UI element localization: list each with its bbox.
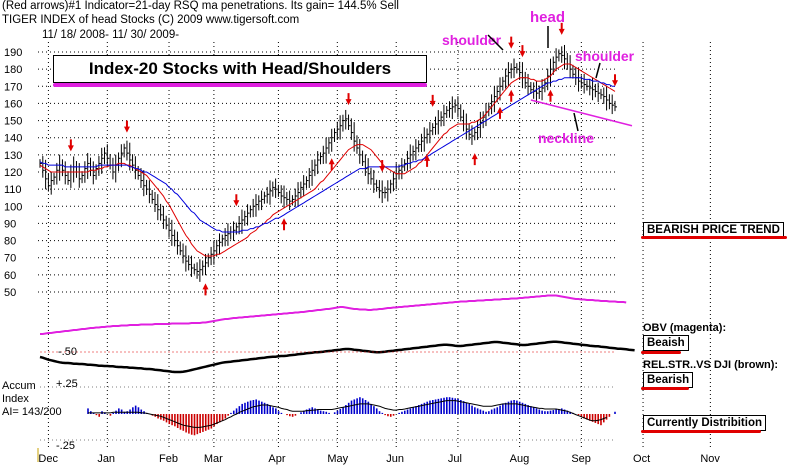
obv-line: [40, 294, 627, 335]
x-tick-label: Nov: [700, 453, 720, 465]
y-tick-label: 60: [4, 270, 16, 282]
y-tick-label: 190: [4, 47, 22, 59]
buy-arrow: [281, 218, 288, 231]
accum-minus-label: -.25: [56, 440, 75, 452]
sell-arrow: [67, 139, 74, 152]
obv-value: Beaish: [643, 335, 689, 351]
neckline-line: [530, 99, 633, 127]
y-tick-label: 80: [4, 236, 16, 248]
y-tick-label: 180: [4, 64, 22, 76]
sell-arrow: [508, 36, 515, 49]
buy-arrow: [424, 154, 431, 167]
sell-arrow: [429, 94, 436, 107]
relstr-value: Bearish: [643, 372, 694, 388]
buy-arrow: [497, 106, 503, 119]
relstr-mark: -.50: [58, 346, 77, 358]
sell-arrow: [379, 160, 386, 172]
header-line-3: 11/ 18/ 2008- 11/ 30/ 2009-: [42, 29, 180, 41]
y-axis-labels: 190 180 170 160 150 140 130 120 110 100 90 80 70 60 50: [4, 47, 22, 299]
accum-plus-label: +.25: [56, 378, 78, 390]
buy-arrow: [471, 153, 478, 166]
sell-arrow: [233, 194, 240, 207]
ma50-line: [39, 77, 615, 233]
y-tick-label: 130: [4, 150, 22, 162]
y-tick-label: 70: [4, 253, 16, 265]
shoulder-left-pointer: [487, 34, 504, 51]
x-axis-labels: Dec Jan Feb Mar Apr May Jun Jul Aug Sep Oct Nov: [38, 453, 720, 465]
relstr-line: [39, 340, 635, 374]
sell-arrow: [612, 74, 618, 87]
y-tick-label: 110: [4, 184, 22, 196]
x-tick-label: Jun: [386, 453, 404, 465]
distribution-underline: [641, 430, 761, 433]
y-tick-label: 120: [4, 167, 22, 179]
y-tick-label: 160: [4, 98, 22, 110]
shoulder-right-pointer: [595, 62, 601, 79]
x-tick-label: Jan: [97, 453, 115, 465]
x-tick-label: Aug: [510, 453, 530, 465]
accum-ma-line: [88, 400, 607, 428]
neckline-pointer: [573, 112, 579, 132]
pattern-annotations: shoulder head shoulder neckline: [442, 9, 635, 146]
buy-arrow: [547, 89, 554, 102]
signal-arrows: [67, 22, 618, 296]
y-tick-label: 140: [4, 133, 22, 145]
moving-averages: [39, 63, 633, 257]
obv-label: OBV (magenta):: [643, 322, 727, 334]
x-tick-label: Mar: [204, 453, 223, 465]
x-tick-label: Sep: [571, 453, 591, 465]
buy-arrow: [202, 283, 209, 296]
y-tick-label: 100: [4, 201, 22, 213]
sell-arrow: [123, 120, 130, 133]
y-tick-label: 50: [4, 287, 16, 299]
annotation-neckline: neckline: [538, 130, 594, 146]
price-bars: [39, 44, 617, 282]
y-tick-label: 150: [4, 116, 22, 128]
annotation-head: head: [530, 9, 565, 26]
ma21-line: [39, 63, 616, 257]
x-tick-label: May: [327, 453, 348, 465]
accum-title-2: Index: [2, 393, 29, 405]
x-tick-label: Oct: [633, 453, 650, 465]
y-tick-label: 90: [4, 218, 16, 230]
accum-index-panel: [40, 386, 616, 441]
relstr-label: REL.STR..VS DJI (brown):: [643, 359, 779, 371]
sell-arrow: [558, 22, 565, 35]
obv-underline: [641, 351, 681, 354]
x-tick-label: Jul: [448, 453, 462, 465]
y-tick-label: 170: [4, 81, 22, 93]
x-tick-label: Feb: [159, 453, 178, 465]
annotation-shoulder-left: shoulder: [442, 32, 502, 48]
accum-ai: AI= 143/200: [2, 406, 62, 418]
x-tick-label: Dec: [38, 453, 58, 465]
trend-underline: [641, 236, 787, 239]
distribution-label: Currently Distribition: [643, 415, 767, 431]
accum-title: Accum: [2, 380, 36, 392]
buy-arrow: [508, 89, 515, 102]
sell-arrow: [345, 93, 352, 106]
obv-panel: [39, 294, 635, 374]
x-tick-label: Apr: [268, 453, 285, 465]
relstr-underline: [641, 387, 689, 390]
buy-arrow: [328, 158, 335, 171]
chart-title-box: Index-20 Stocks with Head/Shoulders: [53, 55, 427, 83]
header-line-2: TIGER INDEX of head Stocks (C) 2009 www.…: [2, 14, 300, 26]
header-line-1: (Red arrows)#1 Indicator=21-day RSQ ma p…: [2, 0, 399, 12]
sell-arrow: [519, 45, 526, 58]
trend-label: BEARISH PRICE TREND: [643, 222, 784, 238]
title-underline: [53, 83, 427, 87]
annotation-shoulder-right: shoulder: [575, 48, 635, 64]
